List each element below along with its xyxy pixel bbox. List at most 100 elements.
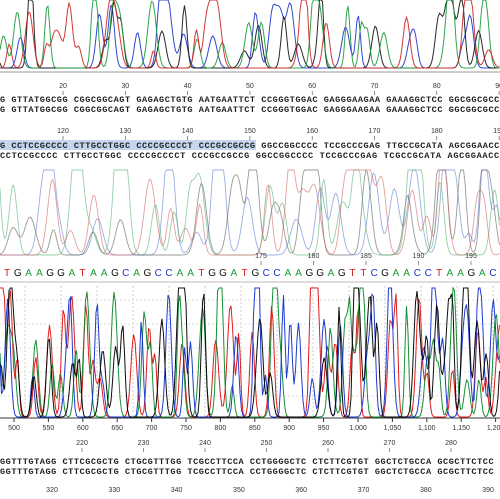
base-call: A xyxy=(101,268,108,279)
base-call: T xyxy=(4,268,10,279)
ruler-number: 270 xyxy=(384,440,396,447)
selection-highlight xyxy=(0,140,256,150)
base-call: A xyxy=(187,268,194,279)
base-call: G xyxy=(316,268,324,279)
base-call: A xyxy=(403,268,410,279)
base-call: A xyxy=(479,268,486,279)
ruler-number: 330 xyxy=(108,487,120,494)
ruler-number: 220 xyxy=(76,440,88,447)
ruler-number: 130 xyxy=(119,128,131,135)
base-call: A xyxy=(446,268,453,279)
base-call: C xyxy=(263,268,270,279)
axis-label: 550 xyxy=(43,425,55,432)
base-call: A xyxy=(457,268,464,279)
ruler-number: 150 xyxy=(244,128,256,135)
ruler-number: 230 xyxy=(138,440,150,447)
base-call: G xyxy=(144,268,152,279)
ruler-number: 170 xyxy=(369,128,381,135)
trace xyxy=(0,287,500,418)
base-call: G xyxy=(57,268,65,279)
axis-label: 500 xyxy=(8,425,20,432)
base-call: A xyxy=(68,268,75,279)
sequence-line: G GTTATGGCGG CGGCGGCAGT GAGAGCTGTG AATGA… xyxy=(0,95,500,105)
base-call: A xyxy=(230,268,237,279)
ruler-number: 30 xyxy=(121,83,129,90)
base-call: G xyxy=(381,268,389,279)
axis-label: 1,000 xyxy=(349,425,367,432)
base-call: T xyxy=(198,268,204,279)
axis-label: 1,200 xyxy=(487,425,500,432)
base-call: G xyxy=(306,268,314,279)
base-call: C xyxy=(489,268,496,279)
ruler-number: 120 xyxy=(57,128,69,135)
ruler-number: 350 xyxy=(233,487,245,494)
sequence-line: GGTTTGTAGG CTTCGCGCTG CTGCGTTTGG TCGCCTT… xyxy=(0,467,500,477)
trace xyxy=(0,0,500,69)
ruler-number: 180 xyxy=(431,128,443,135)
ruler-number: 185 xyxy=(360,253,372,260)
base-call: A xyxy=(90,268,97,279)
base-call: G xyxy=(208,268,216,279)
ruler-number: 190 xyxy=(493,128,500,135)
ruler-number: 60 xyxy=(308,83,316,90)
base-call: A xyxy=(36,268,43,279)
base-call: A xyxy=(392,268,399,279)
sequence-line: G CCTCCGCCCC CTTGCCTGGC CCCCGCCCCT CCCGC… xyxy=(0,141,500,151)
base-call: A xyxy=(295,268,302,279)
base-call: C xyxy=(371,268,378,279)
ruler-number: 70 xyxy=(371,83,379,90)
ruler-number: 240 xyxy=(199,440,211,447)
sequence-line: CCTCCGCCCC CTTGCCTGGC CCCCGCCCCT CCCGCCG… xyxy=(0,151,500,161)
ruler-number: 90 xyxy=(495,83,500,90)
axis-label: 600 xyxy=(77,425,89,432)
axis-label: 1,150 xyxy=(452,425,470,432)
base-call: C xyxy=(414,268,421,279)
trace xyxy=(0,287,500,418)
trace xyxy=(0,0,500,69)
sequence-line: G GTTATGGCGG CGGCGGCAGT GAGAGCTGTG AATGA… xyxy=(0,105,500,115)
ruler-number: 160 xyxy=(306,128,318,135)
ruler-number: 370 xyxy=(358,487,370,494)
base-call: T xyxy=(242,268,248,279)
base-call: C xyxy=(155,268,162,279)
base-call: G xyxy=(252,268,260,279)
ruler-number: 190 xyxy=(413,253,425,260)
labels: 20 30 40 50 60 70 80 90 120 130 140 150 160 170 180 190… xyxy=(0,83,500,494)
base-call: A xyxy=(176,268,183,279)
ruler-number: 340 xyxy=(171,487,183,494)
axis-label: 950 xyxy=(318,425,330,432)
ruler-number: 250 xyxy=(261,440,273,447)
base-call: A xyxy=(133,268,140,279)
sequence-line: GGTTTGTAGG CTTCGCGCTG CTGCGTTTGG TCGCCTT… xyxy=(0,457,500,467)
ruler-number: 180 xyxy=(308,253,320,260)
axis-label: 750 xyxy=(180,425,192,432)
trace xyxy=(0,286,500,418)
base-call: A xyxy=(284,268,291,279)
trace xyxy=(0,169,500,256)
ruler-number: 175 xyxy=(255,253,267,260)
ruler-number: 20 xyxy=(59,83,67,90)
base-call: G xyxy=(219,268,227,279)
base-call: C xyxy=(122,268,129,279)
base-call: T xyxy=(80,268,86,279)
base-call: T xyxy=(360,268,366,279)
chromatograms xyxy=(0,0,500,418)
axis-label: 650 xyxy=(111,425,123,432)
ruler-number: 390 xyxy=(482,487,494,494)
ruler-number: 380 xyxy=(420,487,432,494)
axis-label: 700 xyxy=(146,425,158,432)
ruler-number: 80 xyxy=(433,83,441,90)
base-call: G xyxy=(468,268,476,279)
ruler-number: 50 xyxy=(246,83,254,90)
base-call: C xyxy=(165,268,172,279)
axis-label: 900 xyxy=(283,425,295,432)
base-call: A xyxy=(328,268,335,279)
base-call: C xyxy=(273,268,280,279)
trace xyxy=(0,169,500,256)
ruler-number: 40 xyxy=(184,83,192,90)
ruler-number: 320 xyxy=(46,487,58,494)
ruler-number: 195 xyxy=(465,253,477,260)
ruler-number: 260 xyxy=(322,440,334,447)
base-call: T xyxy=(350,268,356,279)
